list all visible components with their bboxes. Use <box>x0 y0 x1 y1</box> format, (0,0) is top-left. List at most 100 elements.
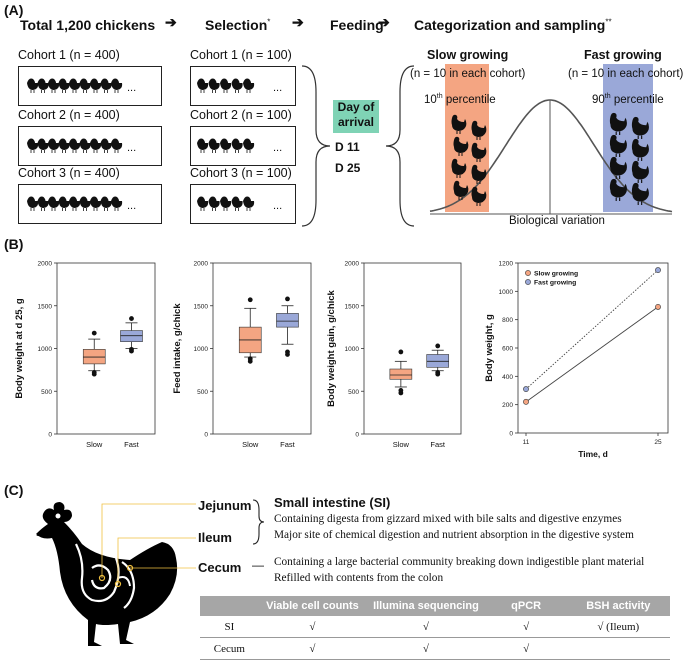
chicken-row-icon <box>197 196 255 211</box>
day-11-label: D 11 <box>335 140 360 154</box>
y-tick-label: 800 <box>502 317 513 324</box>
y-tick-label: 500 <box>197 389 208 396</box>
y-tick-label: 1200 <box>499 261 514 268</box>
x-tick-label: 11 <box>523 439 530 446</box>
chicken-icon <box>48 196 60 211</box>
chicken-icon <box>220 196 232 211</box>
chicken-anatomy-icon <box>36 502 196 646</box>
chart-4: 0 200 400 600 800 1000 1200 Body weight, g 11 25 T… <box>484 261 669 459</box>
table-row: Cecum √ √ √ <box>200 637 670 660</box>
y-tick-label: 1000 <box>499 289 514 296</box>
hen-icon <box>471 164 487 184</box>
y-tick-label: 1500 <box>345 303 360 310</box>
chicken-icon <box>37 196 49 211</box>
table-header: Viable cell counts <box>258 596 367 616</box>
chicken-icon <box>48 138 60 153</box>
chicken-icon <box>220 78 232 93</box>
outlier-point <box>129 346 134 352</box>
chicken-icon <box>111 78 123 93</box>
outlier-point <box>129 316 134 321</box>
chicken-icon <box>58 138 70 153</box>
y-tick-label: 0 <box>355 432 359 439</box>
chicken-icon <box>48 78 60 93</box>
chicken-icon <box>69 78 81 93</box>
table-header: Illumina sequencing <box>366 596 486 616</box>
analysis-table: Viable cell counts Illumina sequencing q… <box>200 596 670 660</box>
y-tick-label: 1500 <box>194 303 209 310</box>
panel-c-label: (C) <box>4 482 24 498</box>
x-axis-label: Time, d <box>578 449 608 459</box>
hen-icon <box>453 136 469 156</box>
table-header: BSH activity <box>566 596 670 616</box>
cecum-description-2: Refilled with contents from the colon <box>274 572 444 584</box>
y-axis-label: Feed intake, g/chick <box>172 303 183 394</box>
chicken-row-icon <box>27 78 123 93</box>
table-cell: √ <box>366 616 486 638</box>
fast-percentile-label: 90th percentile <box>592 93 664 106</box>
cecum-dash: — <box>252 558 264 572</box>
fast-chickens-icon <box>609 112 649 205</box>
biological-variation-label: Biological variation <box>509 215 605 227</box>
legend-marker <box>525 279 531 285</box>
chicken-icon <box>197 138 209 153</box>
chicken-icon <box>243 78 255 93</box>
chicken-icon <box>231 196 243 211</box>
cecum-label: Cecum <box>198 560 242 575</box>
si-brace-icon <box>252 499 265 545</box>
chicken-icon <box>69 196 81 211</box>
chicken-icon <box>100 196 112 211</box>
table-cell: √ <box>485 616 567 638</box>
chicken-icon <box>197 78 209 93</box>
cohort-2-total-label: Cohort 2 (n = 400) <box>18 108 120 122</box>
chicken-icon <box>27 138 39 153</box>
chicken-row-icon <box>27 196 123 211</box>
data-point <box>655 304 661 310</box>
y-tick-label: 1000 <box>38 346 53 353</box>
si-description-2: Major site of chemical digestion and nut… <box>274 529 634 541</box>
day-25-label: D 25 <box>335 161 361 175</box>
chicken-icon <box>37 138 49 153</box>
legend-label: Fast growing <box>534 280 576 287</box>
fast-growing-title: Fast growing <box>584 48 662 62</box>
y-tick-label: 2000 <box>38 261 53 268</box>
chicken-icon <box>243 196 255 211</box>
chicken-icon <box>111 138 123 153</box>
chart-1: 0 500 1000 1500 2000 Body weight at d 25, g Sl… <box>14 261 156 449</box>
table-cell: √ <box>485 637 567 660</box>
table-header <box>200 596 259 616</box>
chicken-icon <box>208 138 220 153</box>
arrow-1-icon: ➔ <box>165 14 177 30</box>
chicken-icon <box>27 196 39 211</box>
y-tick-label: 0 <box>204 432 208 439</box>
data-point <box>523 398 529 405</box>
slow-percentile-label: 10th percentile <box>424 93 496 106</box>
cecum-description-1: Containing a large bacterial community b… <box>274 556 645 568</box>
table-row: SI √ √ √ √ (Ileum) <box>200 616 670 638</box>
y-tick-label: 0 <box>48 432 52 439</box>
table-cell: Cecum <box>200 637 259 660</box>
data-point <box>655 267 661 273</box>
hen-icon <box>631 182 649 205</box>
cohort-3-selected-label: Cohort 3 (n = 100) <box>190 166 292 180</box>
y-axis-label: Body weight gain, g/chick <box>326 289 337 406</box>
cohort-2-selected-label: Cohort 2 (n = 100) <box>190 108 292 122</box>
chart-frame <box>56 262 156 435</box>
cohort-1-total-label: Cohort 1 (n = 400) <box>18 48 120 62</box>
outlier-point <box>398 349 404 355</box>
step-categorization: Categorization and sampling** <box>414 17 612 33</box>
si-description-1: Containing digesta from gizzard mixed wi… <box>274 513 622 525</box>
chart-frame <box>363 262 462 435</box>
series-line <box>525 269 659 390</box>
legend-label: Slow growing <box>534 271 578 278</box>
step-feeding: Feeding <box>330 17 384 33</box>
table-cell: √ <box>366 637 486 660</box>
chicken-icon <box>197 196 209 211</box>
chart-2: 0 500 1000 1500 2000 Feed intake, g/chick Slow… <box>172 261 312 449</box>
brace-left-icon <box>301 65 331 227</box>
hen-icon <box>451 114 467 134</box>
x-category-label: Slow <box>393 440 410 449</box>
chicken-icon <box>79 196 91 211</box>
chicken-icon <box>208 78 220 93</box>
y-axis-label: Body weight, g <box>484 314 495 382</box>
hen-icon <box>451 158 467 178</box>
